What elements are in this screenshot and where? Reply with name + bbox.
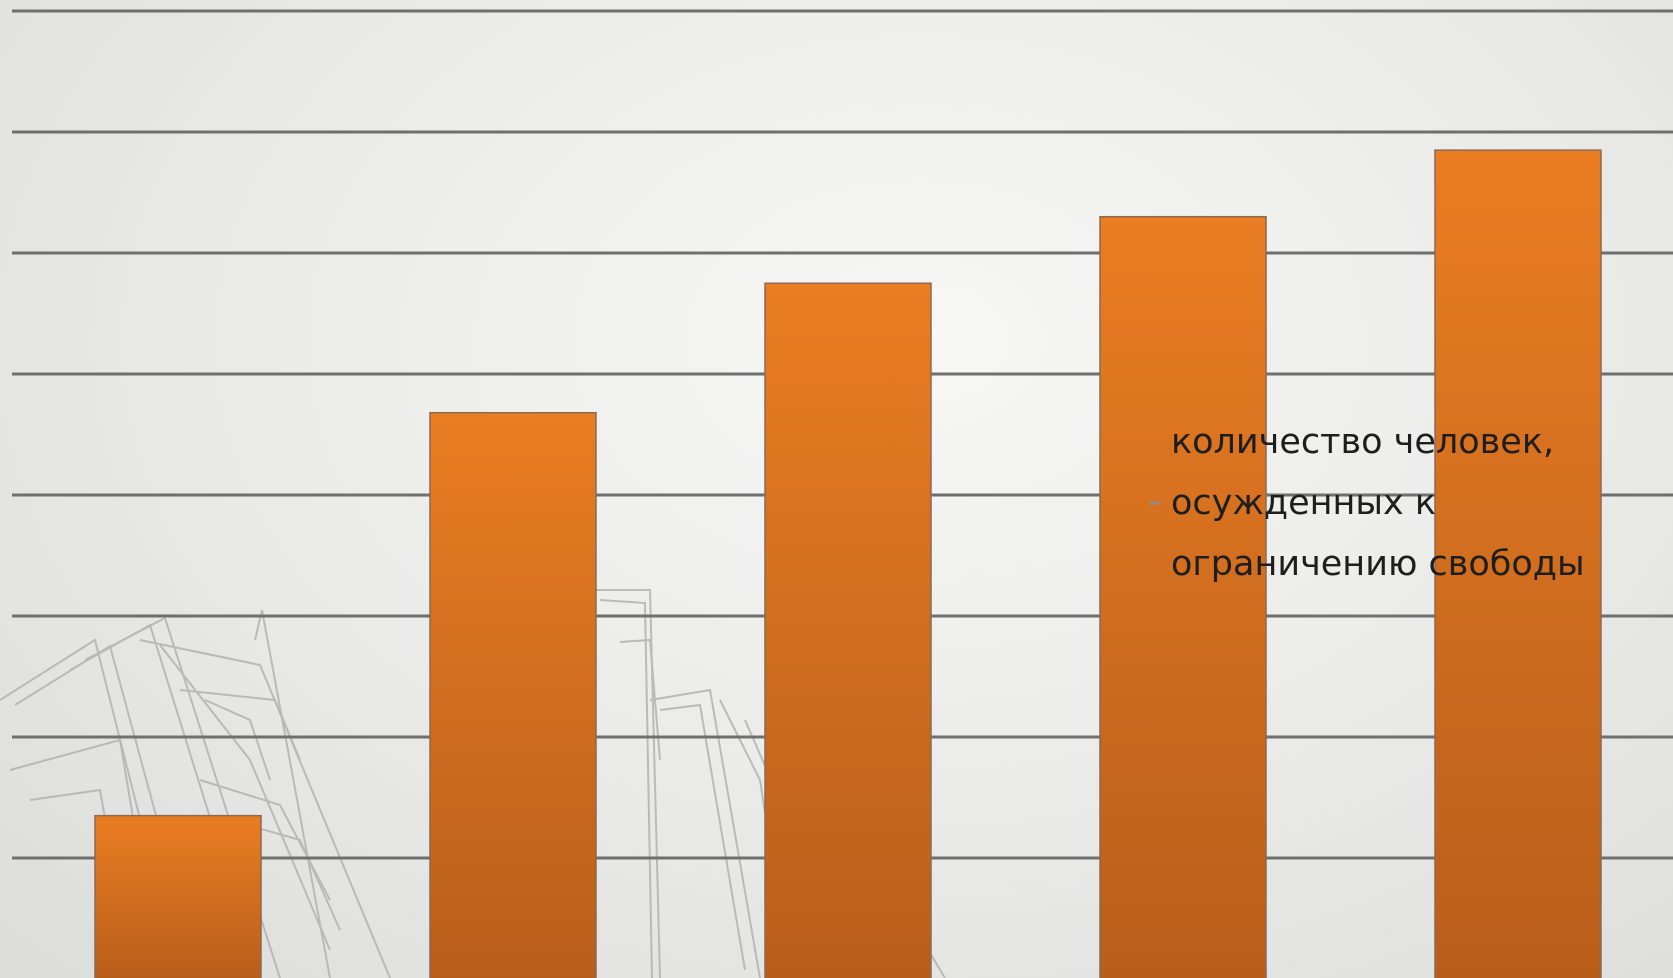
- bars: [94, 149, 1602, 978]
- legend-label-line-1: количество человек,: [1171, 422, 1554, 462]
- bar-2: [429, 411, 597, 978]
- bar-5: [1434, 149, 1602, 978]
- bar-4: [1099, 215, 1267, 978]
- legend: количество человек, осужденных к огранич…: [1149, 422, 1585, 584]
- legend-label-line-3: ограничению свободы: [1171, 544, 1585, 584]
- bar-3: [764, 282, 932, 978]
- background-sketch-illustration: [0, 589, 946, 978]
- legend-label-line-2: осужденных к: [1171, 483, 1436, 523]
- bar-1: [94, 814, 262, 978]
